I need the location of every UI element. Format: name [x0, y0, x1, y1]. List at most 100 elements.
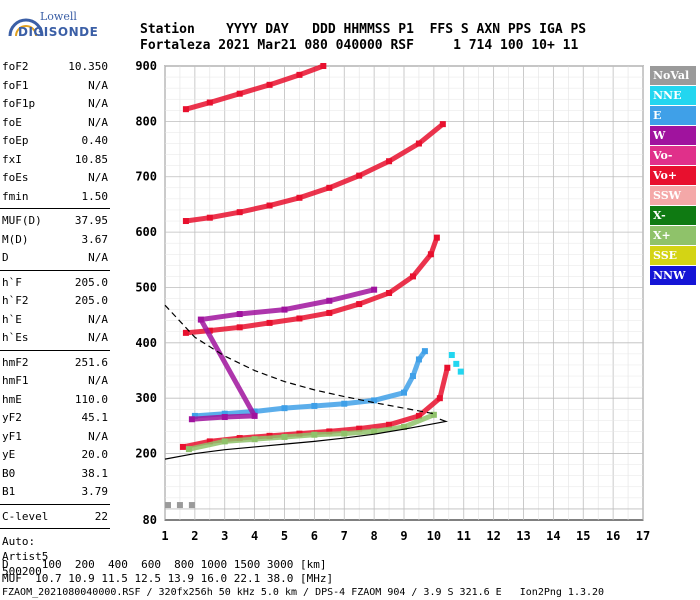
echo-point	[326, 428, 333, 435]
y-tick-label: 700	[135, 170, 157, 184]
chart-grid	[164, 65, 644, 521]
param-value: 37.95	[74, 214, 108, 227]
echo-trace	[182, 63, 327, 113]
logo-line1: Lowell	[40, 10, 77, 23]
echo-point	[433, 234, 440, 241]
param-name: hmF2	[2, 355, 29, 369]
param-row: h`F2 205.0	[0, 292, 112, 311]
legend-item: SSW	[650, 186, 696, 205]
param-value: 3.67	[81, 232, 109, 246]
param-value: 45.1	[81, 411, 109, 424]
param-row: foF1p N/A	[0, 95, 112, 114]
param-row: M(D) 3.67	[0, 231, 112, 250]
echo-point	[341, 400, 348, 407]
param-value: N/A	[88, 312, 108, 326]
param-value: N/A	[88, 78, 108, 92]
x-tick-label: 15	[576, 529, 590, 543]
echo-point	[430, 411, 437, 418]
logo-arc-icon	[8, 18, 44, 37]
param-name: B0	[2, 466, 16, 480]
echo-point	[236, 311, 243, 318]
x-tick-label: 4	[251, 529, 258, 543]
logo-line2: DIGISONDE	[18, 25, 99, 39]
param-name: yF2	[2, 411, 22, 424]
param-row: B0 38.1	[0, 465, 112, 484]
echo-point	[436, 395, 443, 402]
echo-point	[415, 412, 422, 419]
param-name: foF2	[2, 60, 29, 73]
legend-item: Vo-	[650, 146, 696, 165]
echo-point	[427, 251, 434, 258]
param-name: yF1	[2, 429, 22, 443]
param-name: fxI	[2, 152, 22, 166]
param-value: N/A	[88, 171, 108, 184]
param-name: MUF(D)	[2, 214, 42, 227]
echo-point	[341, 430, 348, 437]
auto-scaling-line: Auto:	[2, 535, 36, 548]
y-tick-labels: 80 200 300 400 500 600 700 800 900	[135, 59, 157, 527]
echo-point	[206, 438, 213, 445]
param-value: N/A	[88, 251, 108, 264]
param-name: fmin	[2, 189, 29, 203]
echo-point	[251, 436, 258, 443]
param-value: 205.0	[74, 275, 108, 289]
param-row: B1 3.79	[0, 483, 112, 502]
param-value: 110.0	[74, 392, 108, 406]
echo-point	[185, 446, 192, 453]
x-tick-label: 9	[400, 529, 407, 543]
echo-point	[221, 410, 228, 417]
param-name: foEs	[2, 171, 29, 184]
echo-point	[266, 81, 273, 88]
model-curve-dashed	[164, 304, 434, 415]
param-row: h`E N/A	[0, 311, 112, 330]
param-row: foEp 0.40	[0, 132, 112, 151]
echo-point	[296, 71, 303, 78]
y-tick-label: 200	[135, 447, 157, 461]
x-tick-label: 14	[546, 529, 560, 543]
echo-trace	[182, 234, 440, 336]
echo-point	[453, 360, 460, 367]
param-row: fmin 1.50	[0, 188, 112, 207]
param-row: MUF(D) 37.95	[0, 212, 112, 231]
legend-item: SSE	[650, 246, 696, 265]
y-tick-label: 800	[135, 114, 157, 128]
param-row: hmF2 251.6	[0, 354, 112, 373]
param-value: N/A	[88, 331, 108, 344]
param-value: 205.0	[74, 294, 108, 307]
echo-point	[326, 309, 333, 316]
echo-trace-line	[183, 63, 326, 112]
param-row: foE N/A	[0, 114, 112, 133]
param-separator	[0, 208, 110, 210]
ionogram-parameters: foF2 10.350 foF1 N/A foF1p N/A foE N/A foEp 0.40 f…	[0, 58, 112, 579]
param-value: 10.350	[68, 60, 108, 73]
echo-trace	[188, 286, 378, 423]
echo-point	[371, 428, 378, 435]
echo-point	[326, 184, 333, 191]
echo-point	[401, 423, 407, 430]
echo-point	[320, 63, 327, 69]
echo-point	[236, 324, 243, 331]
param-value: 20.0	[81, 448, 109, 461]
echo-point	[401, 389, 407, 396]
param-name: hmF1	[2, 374, 29, 387]
auto-scaling-line: 500200	[2, 565, 42, 578]
param-row: foF2 10.350	[0, 58, 112, 77]
echo-point	[311, 431, 318, 438]
echo-point	[421, 348, 428, 355]
echo-point	[281, 433, 288, 440]
echo-point	[206, 99, 213, 106]
y-tick-label: 300	[135, 391, 157, 405]
echo-point	[448, 352, 455, 359]
x-tick-label: 11	[457, 529, 471, 543]
legend-item: NoVal	[650, 66, 696, 85]
x-tick-label: 10	[427, 529, 441, 543]
header-labels: Station YYYY DAY DDD HHMMSS P1 FFS S AXN…	[140, 22, 587, 37]
echo-trace-line	[183, 121, 446, 224]
chart-marks	[164, 63, 464, 509]
echo-point	[164, 502, 171, 509]
echo-point	[188, 502, 195, 509]
param-name: h`Es	[2, 331, 29, 344]
legend-item: NNE	[650, 86, 696, 105]
legend-item: X-	[650, 206, 696, 225]
